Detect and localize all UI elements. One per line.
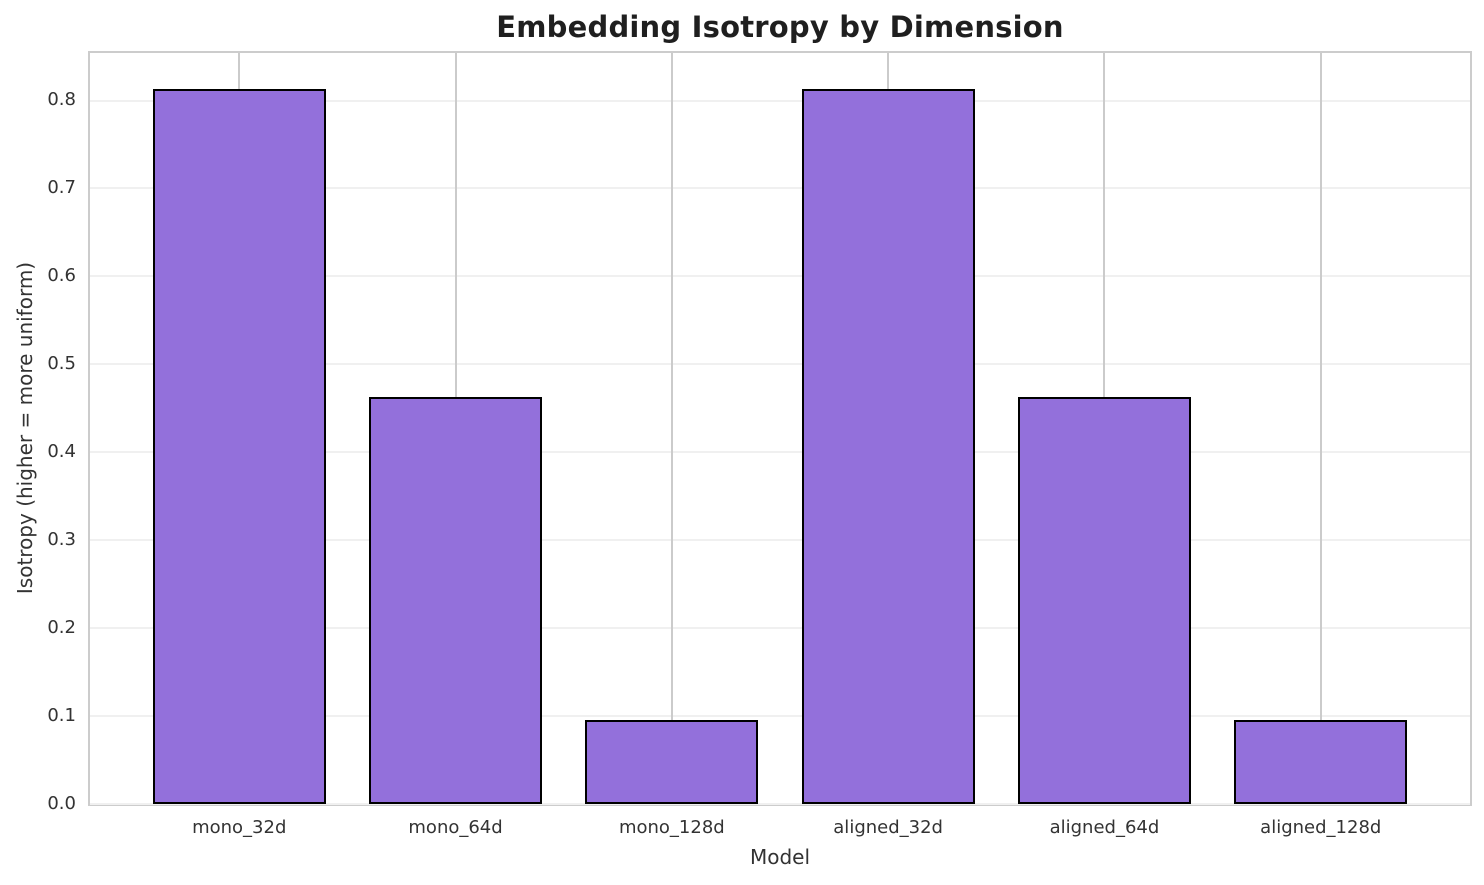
x-tick-label: aligned_32d <box>833 817 943 838</box>
y-tick-label: 0.0 <box>47 793 76 814</box>
y-gridline <box>90 451 1470 454</box>
y-tick-label: 0.5 <box>47 353 76 375</box>
y-axis-label: Isotropy (higher = more uniform) <box>13 261 37 595</box>
y-gridline <box>90 627 1470 630</box>
x-axis-label: Model <box>749 845 811 869</box>
y-tick-label: 0.8 <box>47 89 76 111</box>
y-gridline <box>90 187 1470 190</box>
x-gridline <box>670 53 673 804</box>
x-tick-label: aligned_128d <box>1260 817 1382 838</box>
y-gridline <box>90 275 1470 278</box>
y-tick-label: 0.7 <box>47 177 76 199</box>
plot-area <box>88 51 1472 806</box>
x-tick-label: mono_128d <box>618 817 725 838</box>
y-tick-label: 0.6 <box>47 265 76 287</box>
x-gridline <box>1319 53 1322 804</box>
bar-mono_128d <box>585 720 759 804</box>
bar-mono_32d <box>152 89 326 804</box>
y-gridline <box>90 803 1470 805</box>
y-tick-label: 0.2 <box>47 617 76 639</box>
bar-aligned_32d <box>801 89 975 804</box>
y-tick-label: 0.1 <box>47 705 76 727</box>
bar-aligned_128d <box>1234 720 1408 804</box>
y-tick-label: 0.3 <box>47 529 76 551</box>
y-gridline <box>90 539 1470 542</box>
bar-mono_64d <box>369 396 543 804</box>
x-tick-label: mono_32d <box>192 817 287 838</box>
x-tick-label: mono_64d <box>408 817 503 838</box>
y-tick-label: 0.4 <box>47 441 76 463</box>
chart-title: Embedding Isotropy by Dimension <box>496 10 1064 44</box>
bar-aligned_64d <box>1017 396 1191 804</box>
x-tick-label: aligned_64d <box>1049 817 1160 838</box>
y-gridline <box>90 99 1470 102</box>
y-gridline <box>90 715 1470 718</box>
y-gridline <box>90 363 1470 366</box>
